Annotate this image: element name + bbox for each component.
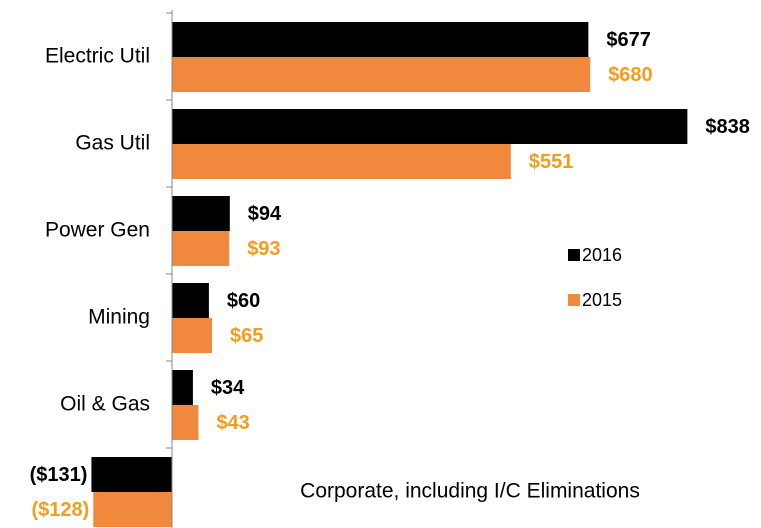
category-label: Power Gen bbox=[45, 219, 150, 242]
category-label: Oil & Gas bbox=[60, 393, 150, 416]
value-label: ($128) bbox=[31, 499, 89, 521]
legend-label: 2016 bbox=[582, 245, 622, 265]
bar bbox=[172, 196, 230, 231]
value-label: ($131) bbox=[30, 464, 88, 486]
legend-label: 2015 bbox=[582, 290, 622, 310]
bar bbox=[172, 109, 688, 144]
category-label: Gas Util bbox=[75, 132, 150, 155]
bar bbox=[172, 144, 511, 179]
legend-swatch bbox=[568, 294, 580, 306]
value-label: $94 bbox=[248, 203, 282, 225]
value-label: $677 bbox=[606, 29, 651, 51]
category-label: Corporate, including I/C Eliminations bbox=[300, 480, 640, 503]
bar bbox=[172, 22, 589, 57]
bar bbox=[172, 405, 199, 440]
legend-swatch bbox=[568, 249, 580, 261]
value-label: $93 bbox=[247, 238, 280, 260]
bar bbox=[172, 318, 212, 353]
category-label: Electric Util bbox=[45, 45, 150, 68]
bar bbox=[172, 57, 591, 92]
category-label: Mining bbox=[88, 306, 150, 329]
value-label: $838 bbox=[705, 116, 750, 138]
bar bbox=[172, 370, 193, 405]
value-label: $34 bbox=[211, 377, 245, 399]
bar bbox=[172, 231, 230, 266]
bar bbox=[93, 492, 172, 527]
bar bbox=[172, 283, 209, 318]
value-label: $551 bbox=[529, 151, 574, 173]
value-label: $680 bbox=[608, 64, 653, 86]
bar bbox=[91, 457, 172, 492]
value-label: $43 bbox=[216, 412, 249, 434]
value-label: $65 bbox=[230, 325, 263, 347]
value-label: $60 bbox=[227, 290, 260, 312]
